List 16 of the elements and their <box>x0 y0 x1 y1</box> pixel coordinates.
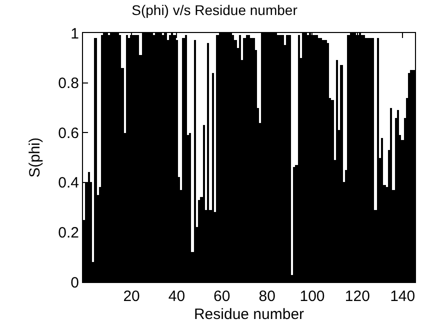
x-tick-label: 120 <box>344 288 370 305</box>
x-tick-label: 140 <box>390 288 416 305</box>
y-axis-title: S(phi) <box>26 137 44 178</box>
x-tick-label: 80 <box>258 288 276 305</box>
y-tick-label: 0.8 <box>58 75 79 92</box>
x-tick-label: 60 <box>214 288 230 305</box>
y-tick-label: 0.4 <box>58 174 79 192</box>
y-tick-label: 1 <box>70 25 79 42</box>
x-tick-label: 40 <box>168 288 186 305</box>
x-tick-label: 100 <box>300 288 325 305</box>
y-tick-label: 0.6 <box>58 124 79 142</box>
chart-title: S(phi) v/s Residue number <box>132 2 298 18</box>
x-axis-title: Residue number <box>194 306 304 323</box>
y-tick-label: 0.2 <box>58 224 79 242</box>
x-tick-label: 20 <box>123 288 140 305</box>
y-tick-label: 0 <box>70 274 79 292</box>
